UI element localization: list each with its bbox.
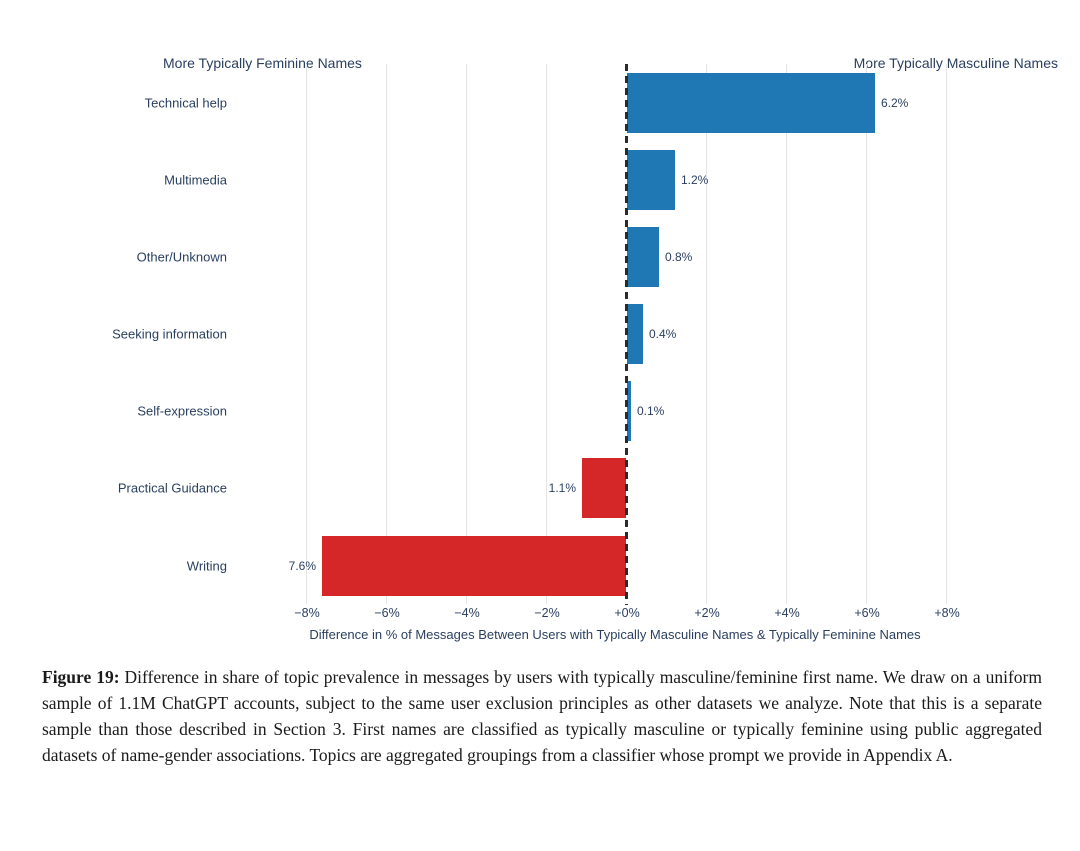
bar <box>627 149 675 210</box>
grid-line <box>866 64 867 604</box>
category-label: Technical help <box>144 95 227 111</box>
bar <box>627 304 643 365</box>
bar <box>582 458 626 519</box>
masculine-names-annotation: More Typically Masculine Names <box>853 55 1058 71</box>
x-tick-label: −8% <box>294 606 320 620</box>
bar <box>627 72 875 133</box>
figure-caption-label: Figure 19: <box>42 667 120 687</box>
grid-line <box>946 64 947 604</box>
grid-line <box>786 64 787 604</box>
bar-value-label: 7.6% <box>288 558 316 573</box>
grid-line <box>386 64 387 604</box>
grid-line <box>546 64 547 604</box>
bar <box>322 535 626 596</box>
bar-value-label: 0.1% <box>637 404 665 419</box>
bar-value-label: 0.8% <box>665 249 693 264</box>
figure-caption-text: Difference in share of topic prevalence … <box>42 667 1042 765</box>
grid-line <box>466 64 467 604</box>
category-label: Writing <box>186 558 227 573</box>
category-label: Other/Unknown <box>136 249 227 265</box>
zero-reference-line <box>625 64 628 605</box>
x-tick-label: −6% <box>374 606 400 620</box>
bar-chart-figure: More Typically Feminine Names More Typic… <box>112 55 1058 642</box>
x-tick-label: −2% <box>534 606 560 620</box>
x-tick-label: +2% <box>694 606 720 620</box>
category-label: Multimedia <box>164 172 227 188</box>
x-tick-label: +0% <box>614 606 640 620</box>
bar-value-label: 0.4% <box>649 327 677 342</box>
category-label: Practical Guidance <box>117 480 227 496</box>
grid-line <box>706 64 707 604</box>
x-tick-label: +8% <box>934 606 960 620</box>
category-label: Seeking information <box>112 326 227 342</box>
x-axis-title: Difference in % of Messages Between User… <box>309 627 921 642</box>
grid-line <box>306 64 307 604</box>
feminine-names-annotation: More Typically Feminine Names <box>163 55 362 71</box>
bar <box>627 226 659 287</box>
bar-value-label: 6.2% <box>881 95 909 110</box>
x-tick-label: +6% <box>854 606 880 620</box>
x-tick-label: −4% <box>454 606 480 620</box>
figure-caption: Figure 19: Difference in share of topic … <box>42 664 1042 768</box>
bar-value-label: 1.2% <box>681 172 709 187</box>
bar-value-label: 1.1% <box>548 481 576 496</box>
category-label: Self-expression <box>137 403 227 419</box>
bar <box>627 381 631 442</box>
x-tick-label: +4% <box>774 606 800 620</box>
